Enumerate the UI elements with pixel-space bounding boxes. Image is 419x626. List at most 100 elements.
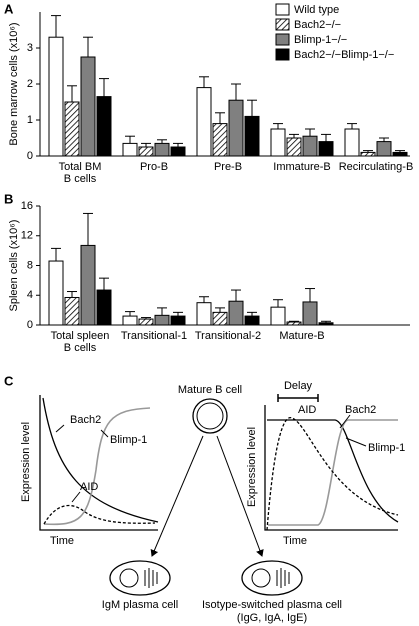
- legend-label: Bach2−/−Blimp-1−/−: [294, 49, 394, 61]
- legend-swatch: [275, 48, 290, 61]
- y-tick-label: 1: [27, 114, 33, 126]
- nucleus: [251, 568, 271, 588]
- leader: [55, 424, 65, 433]
- bar: [318, 322, 334, 326]
- legend-swatch: [275, 3, 290, 16]
- leader: [345, 437, 367, 447]
- nucleus: [196, 402, 224, 430]
- delay-label: Delay: [284, 380, 313, 392]
- axis-label: Time: [50, 535, 74, 547]
- bar: [212, 311, 228, 326]
- bar: [302, 301, 318, 326]
- bar: [48, 36, 64, 157]
- x-tick-label: Immature-B: [273, 161, 331, 173]
- bar: [170, 146, 186, 157]
- x-tick-label: Mature-B: [279, 330, 325, 342]
- aid-curve: [266, 417, 399, 531]
- bar: [270, 306, 286, 326]
- bar: [286, 137, 302, 157]
- legend-label: Blimp-1−/−: [294, 34, 347, 46]
- x-tick-label: Pre-B: [213, 161, 243, 173]
- legend-label: Bach2−/−: [294, 19, 341, 31]
- leader: [71, 491, 81, 503]
- y-tick-label: 2: [27, 78, 33, 90]
- leader: [100, 429, 109, 438]
- bar: [376, 141, 392, 157]
- y-tick-label: 16: [21, 200, 33, 212]
- bar: [80, 244, 96, 326]
- curve-label: AID: [80, 481, 98, 493]
- bar: [228, 300, 244, 326]
- y-tick-label: 8: [27, 259, 33, 271]
- y-axis-label: Bone marrow cells (x10⁶): [8, 22, 20, 145]
- bar: [122, 142, 138, 157]
- panel-label: A: [4, 1, 14, 16]
- axes: [264, 405, 398, 531]
- panel-label: C: [4, 373, 14, 388]
- y-tick-label: 3: [27, 42, 33, 54]
- x-tick-label: Transitional-1: [120, 330, 188, 342]
- bar: [244, 315, 260, 326]
- leader: [339, 414, 351, 429]
- x-tick-label: Transitional-2: [194, 330, 262, 342]
- bar: [64, 101, 80, 157]
- cell-label: (IgG, IgA, IgE): [237, 612, 307, 624]
- plasma-cell: [109, 560, 171, 596]
- bar: [270, 128, 286, 157]
- bar: [96, 289, 112, 326]
- b-cell: [192, 398, 228, 434]
- bar: [318, 141, 334, 157]
- blimp1-curve: [43, 407, 151, 526]
- axes: [39, 395, 158, 531]
- bar: [244, 115, 260, 157]
- delay-bar: [277, 394, 319, 402]
- bar: [48, 260, 64, 326]
- curve-label: Bach2: [70, 414, 101, 426]
- curve-label: Bach2: [345, 404, 376, 416]
- bar: [344, 128, 360, 157]
- bar: [138, 146, 154, 157]
- bar: [64, 296, 80, 326]
- panel-c: C Expression level Time Bach2 Blimp-1 AI…: [4, 373, 405, 623]
- bar: [154, 142, 170, 157]
- bar: [196, 87, 212, 157]
- bar: [170, 315, 186, 326]
- curve-label: Blimp-1: [110, 434, 147, 446]
- plasma-cell: [241, 560, 303, 596]
- arrow: [150, 435, 204, 557]
- axis-label: Time: [283, 535, 307, 547]
- axis-label: Expression level: [246, 427, 258, 507]
- bach2-curve: [42, 397, 159, 523]
- legend-swatch: [275, 33, 290, 46]
- bar: [122, 315, 138, 326]
- bar: [228, 99, 244, 157]
- bar: [212, 123, 228, 157]
- x-tick-label: Total spleen B cells: [50, 330, 110, 354]
- legend-label: Wild type: [294, 4, 339, 16]
- y-tick-label: 0: [27, 150, 33, 162]
- bar: [286, 321, 302, 326]
- bar: [154, 314, 170, 326]
- cell-label: Isotype-switched plasma cell: [202, 599, 342, 611]
- er: [276, 568, 290, 588]
- nucleus: [119, 568, 139, 588]
- bar: [80, 56, 96, 157]
- bar: [302, 135, 318, 157]
- cell-label: Mature B cell: [178, 384, 242, 396]
- y-tick-label: 0: [27, 319, 33, 331]
- bar: [138, 318, 154, 326]
- panel-label: B: [4, 191, 13, 206]
- y-axis-label: Spleen cells (x10⁶): [8, 220, 20, 312]
- cell-label: IgM plasma cell: [102, 599, 178, 611]
- curve-label: AID: [298, 404, 316, 416]
- bar: [96, 96, 112, 157]
- y-tick-label: 12: [21, 230, 33, 242]
- x-tick-label: Recirculating-B: [338, 161, 414, 173]
- axis-label: Expression level: [20, 422, 32, 502]
- bar: [196, 302, 212, 326]
- legend-swatch: [275, 18, 290, 31]
- arrow: [216, 435, 264, 557]
- y-tick-label: 4: [27, 289, 33, 301]
